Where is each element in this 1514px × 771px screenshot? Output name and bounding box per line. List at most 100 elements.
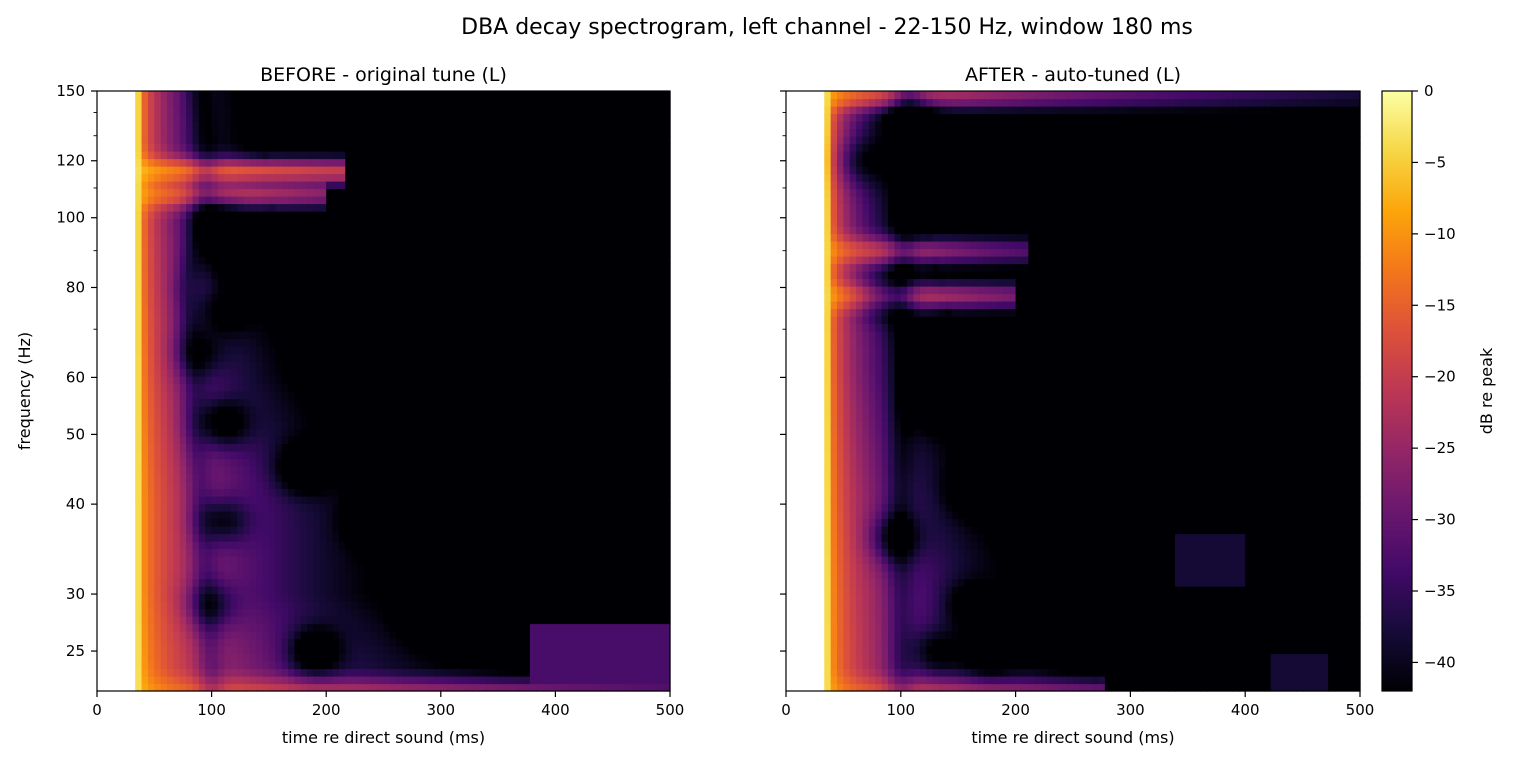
heatmap-cell [459, 338, 467, 347]
heatmap-cell [434, 443, 442, 452]
heatmap-cell [421, 361, 429, 370]
heatmap-cell [428, 421, 436, 430]
heatmap-cell [345, 98, 353, 107]
heatmap-cell [160, 406, 168, 415]
heatmap-cell [230, 353, 238, 362]
heatmap-cell [179, 601, 187, 610]
heatmap-cell [211, 211, 219, 220]
heatmap-cell [529, 533, 537, 542]
heatmap-cell [262, 128, 270, 137]
heatmap-cell [256, 578, 264, 587]
heatmap-cell [237, 121, 245, 130]
heatmap-cell [466, 601, 474, 610]
heatmap-cell [440, 196, 448, 205]
heatmap-cell [377, 203, 385, 212]
heatmap-cell [154, 451, 162, 460]
heatmap-cell [434, 166, 442, 175]
heatmap-cell [262, 398, 270, 407]
heatmap-cell [370, 661, 378, 670]
heatmap-cell [415, 458, 423, 467]
heatmap-cell [326, 278, 334, 287]
heatmap-cell [230, 421, 238, 430]
heatmap-cell [211, 496, 219, 505]
heatmap-cell [523, 458, 531, 467]
heatmap-cell [319, 676, 327, 685]
heatmap-cell [504, 646, 512, 655]
heatmap-cell [510, 271, 518, 280]
heatmap-cell [300, 151, 308, 160]
heatmap-cell [281, 196, 289, 205]
heatmap-cell [288, 286, 295, 295]
heatmap-cell [313, 413, 321, 422]
heatmap-cell [147, 166, 155, 175]
heatmap-cell [364, 601, 372, 610]
heatmap-cell [275, 106, 283, 115]
heatmap-cell [160, 353, 168, 362]
heatmap-cell [198, 323, 206, 332]
heatmap-cell [205, 241, 213, 250]
heatmap-cell [154, 676, 162, 685]
heatmap-cell [256, 188, 264, 197]
heatmap-cell [205, 248, 213, 257]
heatmap-cell [319, 413, 327, 422]
heatmap-cell [135, 316, 143, 325]
heatmap-cell [447, 428, 455, 437]
heatmap-cell [428, 398, 436, 407]
heatmap-cell [517, 668, 525, 677]
heatmap-cell [192, 113, 200, 122]
heatmap-cell [517, 526, 525, 535]
heatmap-cell [147, 286, 155, 295]
heatmap-cell [351, 173, 359, 182]
heatmap-cell [186, 166, 194, 175]
heatmap-cell [510, 436, 518, 445]
heatmap-cell [186, 443, 194, 452]
heatmap-cell [364, 196, 372, 205]
heatmap-cell [523, 128, 531, 137]
heatmap-cell [408, 248, 416, 257]
heatmap-cell [192, 286, 200, 295]
heatmap-cell [186, 511, 194, 520]
heatmap-cell [294, 91, 302, 100]
heatmap-cell [408, 496, 416, 505]
heatmap-cell [523, 218, 531, 227]
heatmap-cell [453, 623, 461, 632]
heatmap-cell [408, 158, 416, 167]
heatmap-cell [498, 391, 506, 400]
heatmap-cell [345, 646, 353, 655]
heatmap-cell [237, 143, 245, 152]
heatmap-cell [472, 271, 480, 280]
heatmap-cell [338, 668, 346, 677]
heatmap-cell [160, 316, 168, 325]
heatmap-cell [224, 608, 232, 617]
heatmap-cell [262, 383, 270, 392]
heatmap-cell [198, 361, 206, 370]
heatmap-cell [434, 121, 442, 130]
heatmap-cell [313, 188, 321, 197]
heatmap-cell [351, 293, 359, 302]
heatmap-cell [332, 218, 340, 227]
heatmap-cell [281, 226, 289, 235]
heatmap-cell [383, 548, 391, 557]
heatmap-cell [300, 136, 308, 145]
heatmap-cell [421, 376, 429, 385]
heatmap-cell [479, 518, 486, 527]
heatmap-cell [173, 563, 181, 572]
heatmap-cell [332, 128, 340, 137]
heatmap-cell [504, 278, 512, 287]
heatmap-cell [351, 548, 359, 557]
heatmap-cell [415, 158, 423, 167]
heatmap-cell [472, 113, 480, 122]
heatmap-cell [440, 436, 448, 445]
heatmap-cell [402, 676, 410, 685]
heatmap-cell [313, 496, 321, 505]
heatmap-cell [243, 383, 251, 392]
heatmap-cell [504, 128, 512, 137]
heatmap-cell [491, 323, 499, 332]
heatmap-cell [262, 421, 270, 430]
heatmap-cell [415, 226, 423, 235]
heatmap-cell [160, 263, 168, 272]
heatmap-cell [205, 323, 213, 332]
heatmap-cell [319, 451, 327, 460]
heatmap-cell [510, 143, 518, 152]
heatmap-cell [485, 548, 493, 557]
